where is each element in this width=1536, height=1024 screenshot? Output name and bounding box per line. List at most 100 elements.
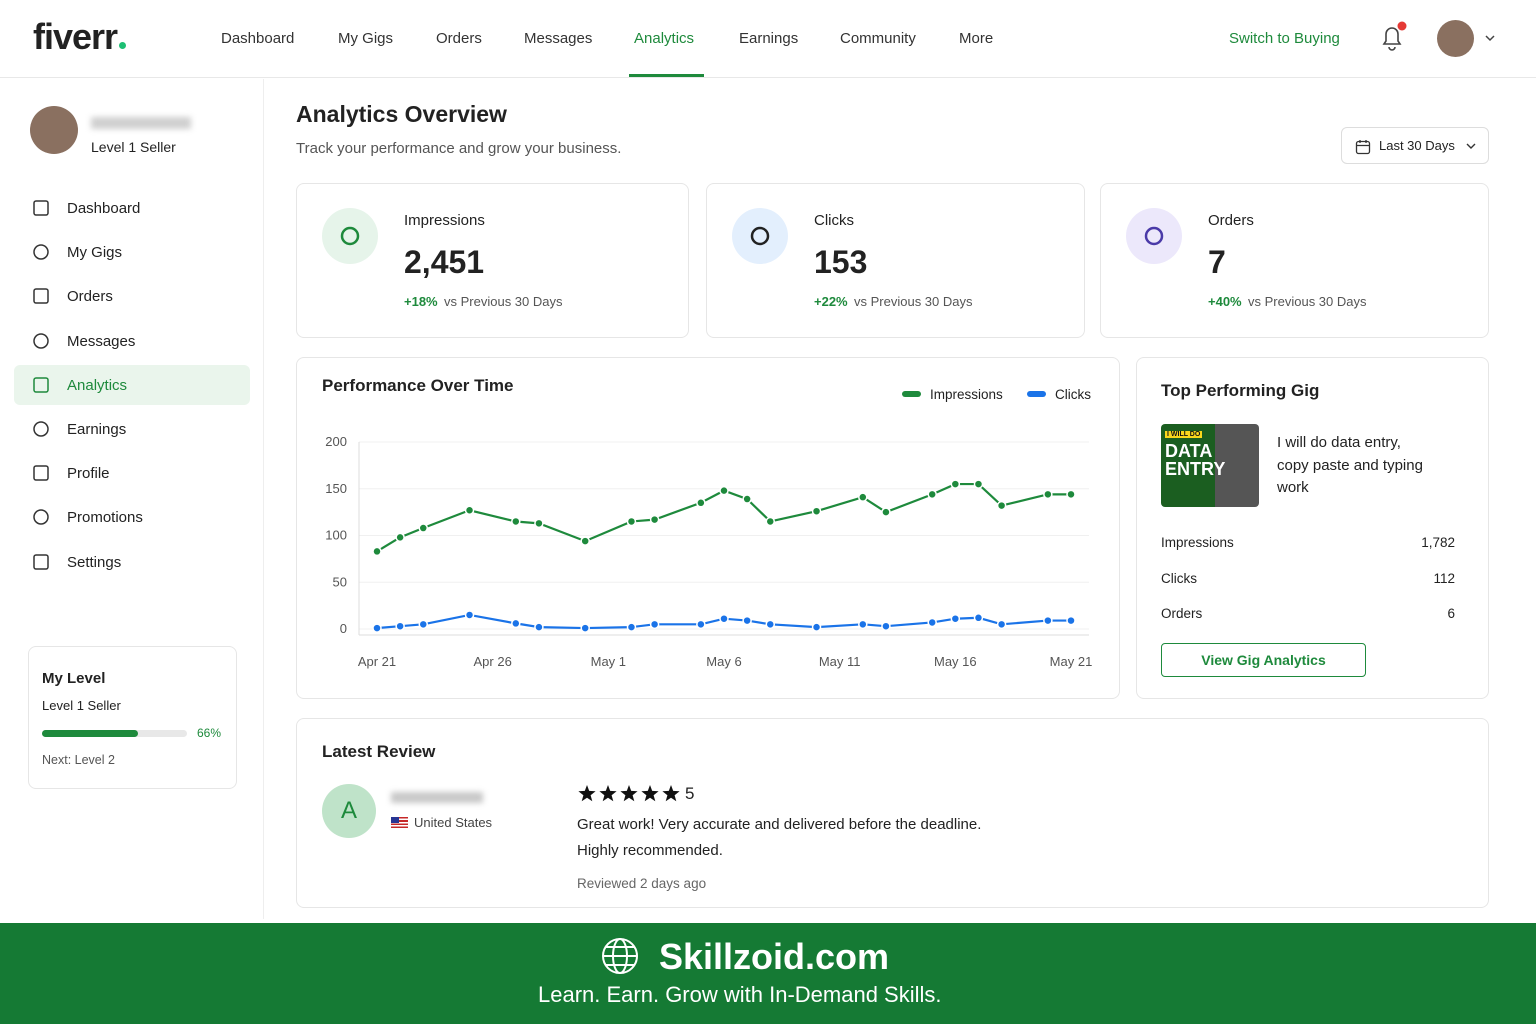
progress-bar xyxy=(42,730,138,737)
nav-item[interactable]: Orders xyxy=(436,30,482,47)
gig-stat-label: Impressions xyxy=(1161,535,1234,550)
level-next: Next: Level 2 xyxy=(42,753,115,767)
icon-shape xyxy=(33,244,49,260)
nav-item[interactable]: Community xyxy=(840,30,916,47)
nav-item[interactable]: Dashboard xyxy=(221,30,295,47)
menu-icon xyxy=(33,377,49,393)
view-gig-button[interactable]: View Gig Analytics xyxy=(1161,643,1366,677)
y-tick-label: 100 xyxy=(325,528,347,543)
point xyxy=(626,622,637,632)
menu-item[interactable]: Analytics xyxy=(67,376,128,394)
nav-item[interactable]: Analytics xyxy=(634,30,695,47)
date-filter[interactable]: Last 30 Days xyxy=(1341,127,1489,164)
gig-stat-label: Clicks xyxy=(1161,570,1197,586)
x-tick-label: May 1 xyxy=(591,654,626,669)
menu-item[interactable]: Dashboard xyxy=(67,200,141,217)
y-tick-label: 150 xyxy=(325,481,347,496)
icon-shape xyxy=(33,332,49,349)
stat-card: Orders 7 +40% vs Previous 30 Days xyxy=(1100,183,1489,338)
menu-icon xyxy=(33,509,49,526)
point xyxy=(996,619,1007,630)
icon-bg xyxy=(322,208,378,264)
logo[interactable]: fiverr xyxy=(33,16,127,58)
reviewer-avatar: A xyxy=(322,784,376,838)
y-tick-label: 50 xyxy=(333,574,347,589)
point xyxy=(580,623,590,633)
chart-card: Performance Over Time 0 50 100 150 200 Apr 21… xyxy=(296,357,1120,699)
icon-bg xyxy=(1126,208,1182,264)
icon-shape xyxy=(33,553,49,570)
point xyxy=(1043,489,1053,500)
menu-icon xyxy=(33,421,49,437)
nav-item[interactable]: Messages xyxy=(524,30,593,47)
point xyxy=(511,618,521,629)
icon-glyph xyxy=(1144,226,1164,246)
point xyxy=(973,479,984,489)
x-tick-label: May 16 xyxy=(934,654,977,669)
level-name: Level 1 Seller xyxy=(42,698,121,713)
page-title: Analytics Overview xyxy=(296,101,507,127)
stars xyxy=(578,785,680,802)
nav-item[interactable]: My Gigs xyxy=(338,30,394,47)
x-tick-label: Apr 26 xyxy=(474,654,512,669)
profile-avatar xyxy=(30,106,78,154)
date-filter-text: Last 30 Days xyxy=(1379,138,1455,153)
stat-value: 7 xyxy=(1208,244,1226,280)
logo-text: fiverr xyxy=(33,16,118,57)
icon-shape xyxy=(33,377,49,393)
chart: Performance Over Time 0 50 100 150 200 Apr 21… xyxy=(322,376,1092,669)
globe-icon xyxy=(602,938,638,974)
review-meta: Reviewed 2 days ago xyxy=(577,876,707,891)
nav-item[interactable]: More xyxy=(959,30,994,47)
thumb-title: DATA ENTRY xyxy=(1165,441,1226,479)
point xyxy=(742,494,752,504)
point xyxy=(719,613,729,624)
point xyxy=(626,516,637,527)
profile-level: Level 1 Seller xyxy=(91,139,176,155)
point xyxy=(719,485,729,496)
switch-link[interactable]: Switch to Buying xyxy=(1229,30,1340,47)
gig-stat-value: 1,782 xyxy=(1421,535,1455,550)
legend-label: Clicks xyxy=(1055,387,1091,402)
menu-icon xyxy=(33,465,49,481)
point xyxy=(580,536,590,546)
menu-item[interactable]: Earnings xyxy=(67,421,127,438)
banner-tagline: Learn. Earn. Grow with In-Demand Skills. xyxy=(538,982,942,1007)
menu-item[interactable]: Promotions xyxy=(67,509,143,527)
gig-stat-label: Orders xyxy=(1161,606,1203,621)
banner-title: Skillzoid.com xyxy=(659,936,890,977)
nav-underline xyxy=(629,74,704,77)
top-gig-title: Top Performing Gig xyxy=(1161,381,1320,400)
top-nav: fiverr Switch to Buying Dashboard My Gigs… xyxy=(0,0,1536,78)
menu-item[interactable]: My Gigs xyxy=(67,244,123,262)
level-title: My Level xyxy=(42,670,106,687)
review-title: Latest Review xyxy=(322,742,436,761)
menu-item[interactable]: Profile xyxy=(67,465,110,483)
stat-icon xyxy=(1126,208,1182,264)
point xyxy=(372,546,382,557)
review-text: Great work! Very accurate and delivered … xyxy=(577,816,982,859)
icon-shape xyxy=(33,200,49,216)
icon-shape xyxy=(33,465,49,481)
avatar[interactable] xyxy=(1437,20,1474,57)
menu-item[interactable]: Orders xyxy=(67,288,113,306)
menu-item[interactable]: Messages xyxy=(67,332,136,350)
chart-title: Performance Over Time xyxy=(322,376,514,395)
icon-bg xyxy=(732,208,788,264)
point xyxy=(534,518,544,529)
menu-item[interactable]: Settings xyxy=(67,553,122,571)
chevron[interactable] xyxy=(1484,33,1496,43)
point xyxy=(811,622,822,632)
star xyxy=(641,785,659,802)
point xyxy=(1066,615,1076,626)
stat-label: Orders xyxy=(1208,212,1254,229)
bell-icon[interactable] xyxy=(1378,20,1410,54)
icon-glyph xyxy=(340,226,360,246)
point xyxy=(511,516,521,527)
menu-icon xyxy=(33,553,49,570)
x-tick-label: Apr 21 xyxy=(358,654,396,669)
stat-card: Clicks 153 +22% vs Previous 30 Days xyxy=(706,183,1085,338)
nav-item[interactable]: Earnings xyxy=(739,30,799,47)
thumb-kicker: I WILL DO xyxy=(1165,431,1203,438)
gig-thumbnail[interactable]: I WILL DO DATA ENTRY xyxy=(1161,424,1259,507)
